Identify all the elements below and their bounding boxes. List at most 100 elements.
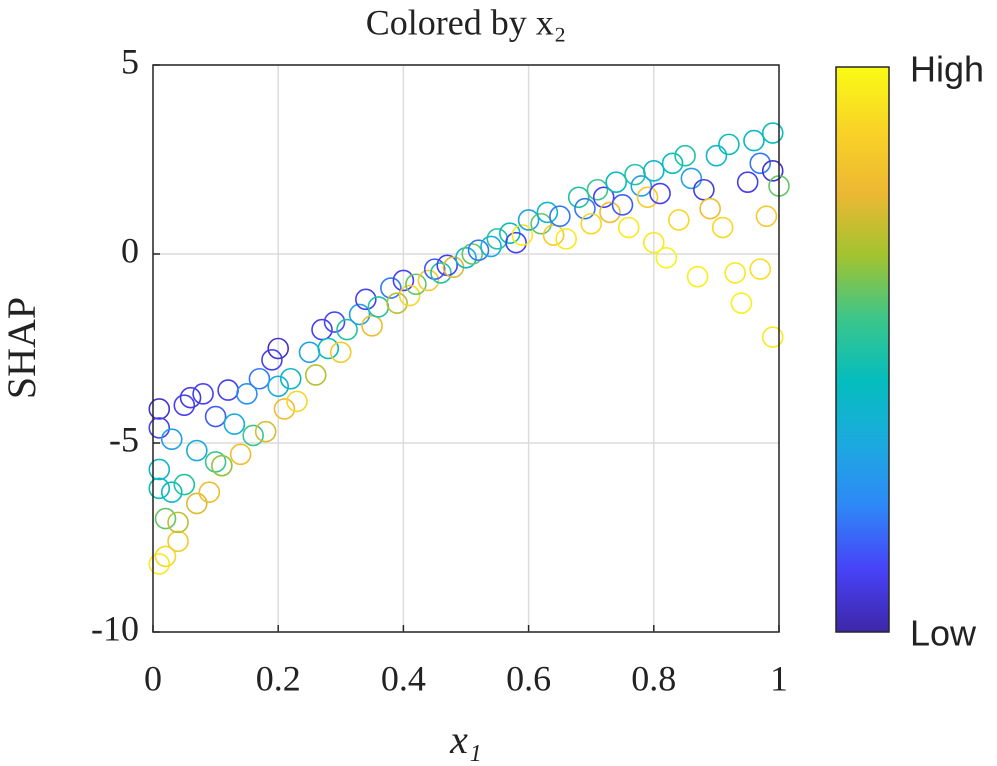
scatter-point xyxy=(186,439,208,462)
colorbar-high-label: High xyxy=(910,49,984,90)
scatter-point xyxy=(304,364,327,386)
scatter-point xyxy=(586,178,609,201)
scatter-point xyxy=(580,212,603,235)
scatter-point xyxy=(204,451,227,473)
scatter-point xyxy=(699,197,721,220)
scatter-point xyxy=(148,477,171,500)
x-tick-label: 0.4 xyxy=(381,658,426,698)
scatter-point xyxy=(423,258,446,280)
scatter-point xyxy=(380,277,402,299)
scatter-point xyxy=(574,197,596,220)
scatter-point xyxy=(148,417,171,439)
scatter-point xyxy=(599,201,621,224)
x-tick-label: 0.2 xyxy=(256,658,301,698)
x-tick-label: 0 xyxy=(144,658,162,698)
scatter-point xyxy=(361,315,383,337)
scatter-point xyxy=(198,481,221,503)
scatter-point xyxy=(154,545,177,568)
scatter-point xyxy=(674,144,696,167)
scatter-point xyxy=(636,186,659,209)
scatter-point xyxy=(229,443,252,466)
scatter-point xyxy=(267,337,290,360)
scatter-point xyxy=(148,458,171,481)
scatter-point xyxy=(273,398,296,420)
scatter-point xyxy=(743,129,765,152)
scatter-point xyxy=(567,186,590,209)
scatter-point xyxy=(211,454,233,477)
x-tick-label: 0.8 xyxy=(631,658,676,698)
scatter-point xyxy=(749,152,772,175)
scatter-point xyxy=(173,473,196,496)
plot-area xyxy=(153,65,779,632)
scatter-point xyxy=(311,318,333,341)
scatter-point xyxy=(405,273,427,296)
scatter-point xyxy=(480,235,502,258)
y-tick-label: 0 xyxy=(121,230,139,270)
scatter-point xyxy=(711,216,734,239)
scatter-point xyxy=(323,311,346,333)
scatter-point xyxy=(242,424,264,447)
scatter-point xyxy=(204,405,227,428)
scatter-point xyxy=(430,262,452,284)
scatter-point xyxy=(254,420,277,443)
scatter-point xyxy=(530,212,552,235)
chart-title: Colored by x₂ xyxy=(366,2,567,42)
scatter-point xyxy=(555,228,577,250)
scatter-point xyxy=(605,171,628,193)
scatter-point xyxy=(761,160,784,182)
scatter-point xyxy=(355,288,377,311)
scatter-point xyxy=(736,171,759,193)
scatter-point xyxy=(167,511,189,534)
scatter-point xyxy=(236,383,258,405)
scatter-point xyxy=(192,383,214,405)
scatter-point xyxy=(705,144,728,167)
scatter-point xyxy=(511,224,534,246)
scatter-point xyxy=(467,239,490,262)
scatter-point xyxy=(649,182,671,205)
scatter-point xyxy=(248,367,271,390)
scatter-point xyxy=(730,292,753,314)
scatter-point xyxy=(279,367,302,390)
x-tick-label: 1 xyxy=(770,658,788,698)
scatter-point xyxy=(630,175,653,197)
y-tick-label: -10 xyxy=(91,608,139,648)
scatter-point xyxy=(286,390,308,413)
scatter-point xyxy=(542,224,565,246)
scatter-point xyxy=(329,341,352,364)
scatter-point xyxy=(392,269,415,292)
scatter-point xyxy=(179,386,202,409)
scatter-point xyxy=(749,258,772,280)
scatter-point xyxy=(173,394,196,417)
colorbar-low-label: Low xyxy=(910,613,977,654)
x-tick-label: 0.6 xyxy=(506,658,551,698)
scatter-point xyxy=(461,243,484,265)
axes-box xyxy=(152,64,780,633)
scatter-point xyxy=(642,160,665,182)
scatter-point xyxy=(611,194,634,216)
scatter-point xyxy=(505,231,527,254)
scatter-point xyxy=(148,553,171,575)
scatter-point xyxy=(592,186,615,209)
scatter-point xyxy=(455,246,477,269)
y-tick-label: -5 xyxy=(109,419,139,459)
scatter-point xyxy=(668,209,690,231)
scatter-point xyxy=(261,349,283,371)
scatter-point xyxy=(160,481,183,503)
scatter-point xyxy=(686,265,709,288)
scatter-point xyxy=(186,492,208,515)
scatter-point xyxy=(617,216,640,239)
colorbar xyxy=(835,66,890,633)
scatter-point xyxy=(755,205,778,227)
y-tick-label: 5 xyxy=(121,41,139,81)
scatter-point xyxy=(693,178,715,201)
scatter-point xyxy=(317,337,340,360)
scatter-point xyxy=(267,375,290,398)
x-axis-label: x₁ xyxy=(449,717,482,762)
scatter-point xyxy=(223,413,246,435)
scatter-point xyxy=(148,398,171,420)
scatter-point xyxy=(417,269,440,292)
scatter-point xyxy=(154,507,177,530)
scatter-point xyxy=(718,133,740,156)
scatter-point xyxy=(655,246,678,269)
